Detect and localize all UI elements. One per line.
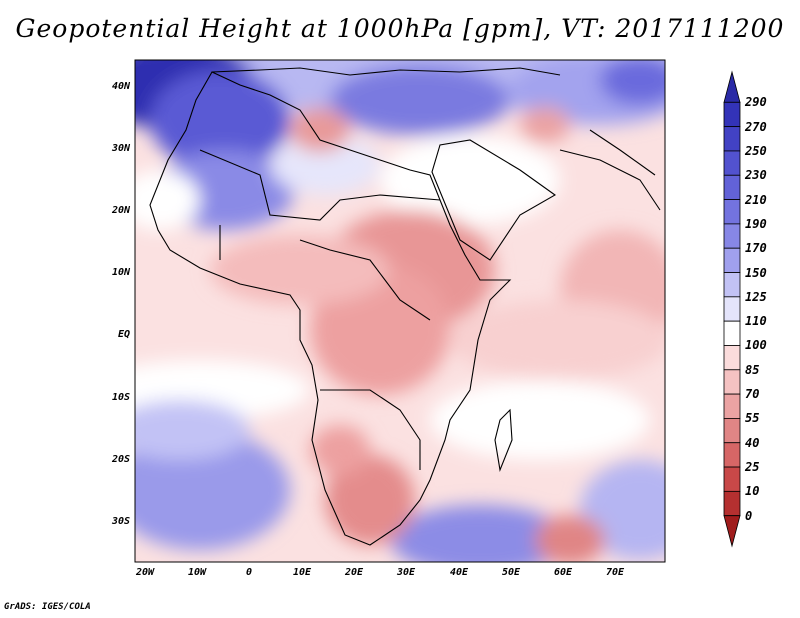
map-border	[134, 59, 666, 563]
colorbar-swatch	[723, 296, 741, 322]
lat-label: 20N	[111, 205, 130, 216]
colorbar-label: 290	[745, 95, 767, 110]
colorbar-swatch	[723, 126, 741, 152]
colorbar-swatch	[723, 418, 741, 444]
colorbar-swatch	[723, 247, 741, 273]
credit-text: GrADS: IGES/COLA	[4, 602, 91, 612]
colorbar-swatch	[723, 174, 741, 200]
colorbar-label: 110	[745, 314, 767, 329]
colorbar-label: 100	[745, 338, 767, 353]
colorbar-swatch	[723, 345, 741, 371]
lat-label: 10N	[111, 267, 130, 278]
colorbar-label: 230	[745, 168, 767, 183]
lat-label: 10S	[111, 392, 130, 403]
lon-label: 30E	[396, 567, 416, 578]
colorbar-swatch	[723, 101, 741, 128]
colorbar-label: 25	[745, 460, 760, 475]
colorbar-swatch	[723, 320, 741, 346]
colorbar-label: 270	[745, 119, 767, 134]
colorbar-swatch	[723, 515, 741, 548]
lat-label: 40N	[111, 81, 130, 92]
lon-label: 0	[245, 567, 253, 578]
lat-label: 30S	[111, 516, 130, 527]
lon-label: 10E	[292, 567, 312, 578]
colorbar-label: 190	[745, 216, 767, 231]
lat-label: 20S	[111, 454, 130, 465]
colorbar-swatch	[723, 393, 741, 419]
colorbar-swatch	[723, 490, 741, 517]
lon-label: 40E	[449, 567, 469, 578]
colorbar-swatch	[723, 466, 741, 492]
colorbar-label: 55	[745, 411, 760, 426]
colorbar-swatch	[723, 150, 741, 176]
colorbar-label: 210	[745, 192, 767, 207]
lat-label: EQ	[117, 329, 130, 340]
colorbar-swatch	[723, 223, 741, 249]
lon-label: 10W	[187, 567, 207, 578]
chart-title: Geopotential Height at 1000hPa [gpm], VT…	[15, 14, 785, 43]
colorbar-swatch	[723, 442, 741, 468]
colorbar-label: 40	[745, 435, 760, 450]
colorbar-label: 70	[745, 387, 760, 402]
lon-label: 50E	[501, 567, 521, 578]
lon-label: 20E	[344, 567, 364, 578]
colorbar-label: 150	[745, 265, 767, 280]
colorbar-label: 10	[745, 484, 760, 499]
lon-label: 70E	[605, 567, 625, 578]
colorbar-swatch	[723, 70, 741, 103]
lat-label: 30N	[111, 143, 130, 154]
colorbar-label: 0	[745, 508, 753, 523]
lon-label: 20W	[135, 567, 155, 578]
coastlines	[149, 67, 661, 546]
height-field	[135, 60, 665, 562]
colorbar-swatch	[723, 272, 741, 298]
colorbar	[723, 70, 741, 548]
lon-label: 60E	[553, 567, 573, 578]
colorbar-label: 125	[745, 289, 767, 304]
colorbar-label: 170	[745, 241, 767, 256]
colorbar-swatch	[723, 199, 741, 225]
colorbar-label: 85	[745, 362, 760, 377]
colorbar-swatch	[723, 369, 741, 395]
colorbar-label: 250	[745, 143, 767, 158]
